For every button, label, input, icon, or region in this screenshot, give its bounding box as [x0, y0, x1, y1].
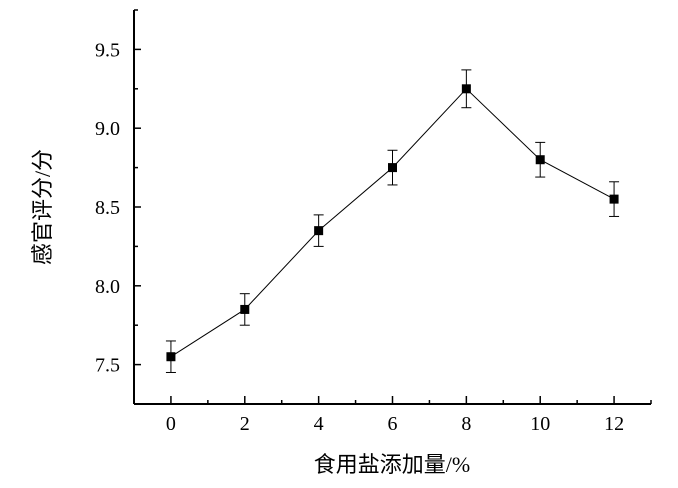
- data-point-group: [239, 293, 250, 326]
- data-point-group: [313, 214, 324, 247]
- data-point-marker: [314, 226, 324, 236]
- data-marks: [165, 69, 620, 373]
- data-point-group: [535, 141, 546, 178]
- data-point-marker: [461, 84, 471, 94]
- y-tick-label: 8.0: [95, 276, 120, 298]
- data-point-group: [461, 69, 472, 109]
- data-point-marker: [388, 163, 397, 173]
- x-tick-label: 4: [314, 413, 324, 435]
- x-tick-label: 8: [461, 413, 471, 435]
- tick-labels: 7.5 8.0 8.5 9.0 9.5 0 2 4 6 8 10 12: [95, 39, 624, 435]
- data-point-marker: [609, 194, 619, 204]
- x-tick-label: 0: [166, 413, 176, 435]
- x-tick-label: 2: [240, 413, 250, 435]
- axes: [133, 9, 652, 405]
- data-point-group: [165, 340, 176, 373]
- data-point-marker: [240, 304, 250, 314]
- data-point-group: [609, 181, 620, 217]
- series-line: [170, 88, 615, 358]
- x-tick-label: 6: [388, 413, 398, 435]
- data-point-group: [387, 149, 398, 186]
- y-tick-label: 9.0: [95, 118, 120, 140]
- x-axis-label: 食用盐添加量/%: [314, 452, 470, 477]
- y-axis-label: 感官评分/分: [30, 149, 55, 265]
- y-tick-label: 7.5: [95, 355, 120, 377]
- x-tick-label: 10: [530, 413, 550, 435]
- data-point-marker: [166, 352, 176, 362]
- x-tick-label: 12: [604, 413, 624, 435]
- y-tick-label: 8.5: [95, 197, 120, 219]
- data-point-marker: [535, 155, 545, 165]
- y-tick-label: 9.5: [95, 39, 120, 61]
